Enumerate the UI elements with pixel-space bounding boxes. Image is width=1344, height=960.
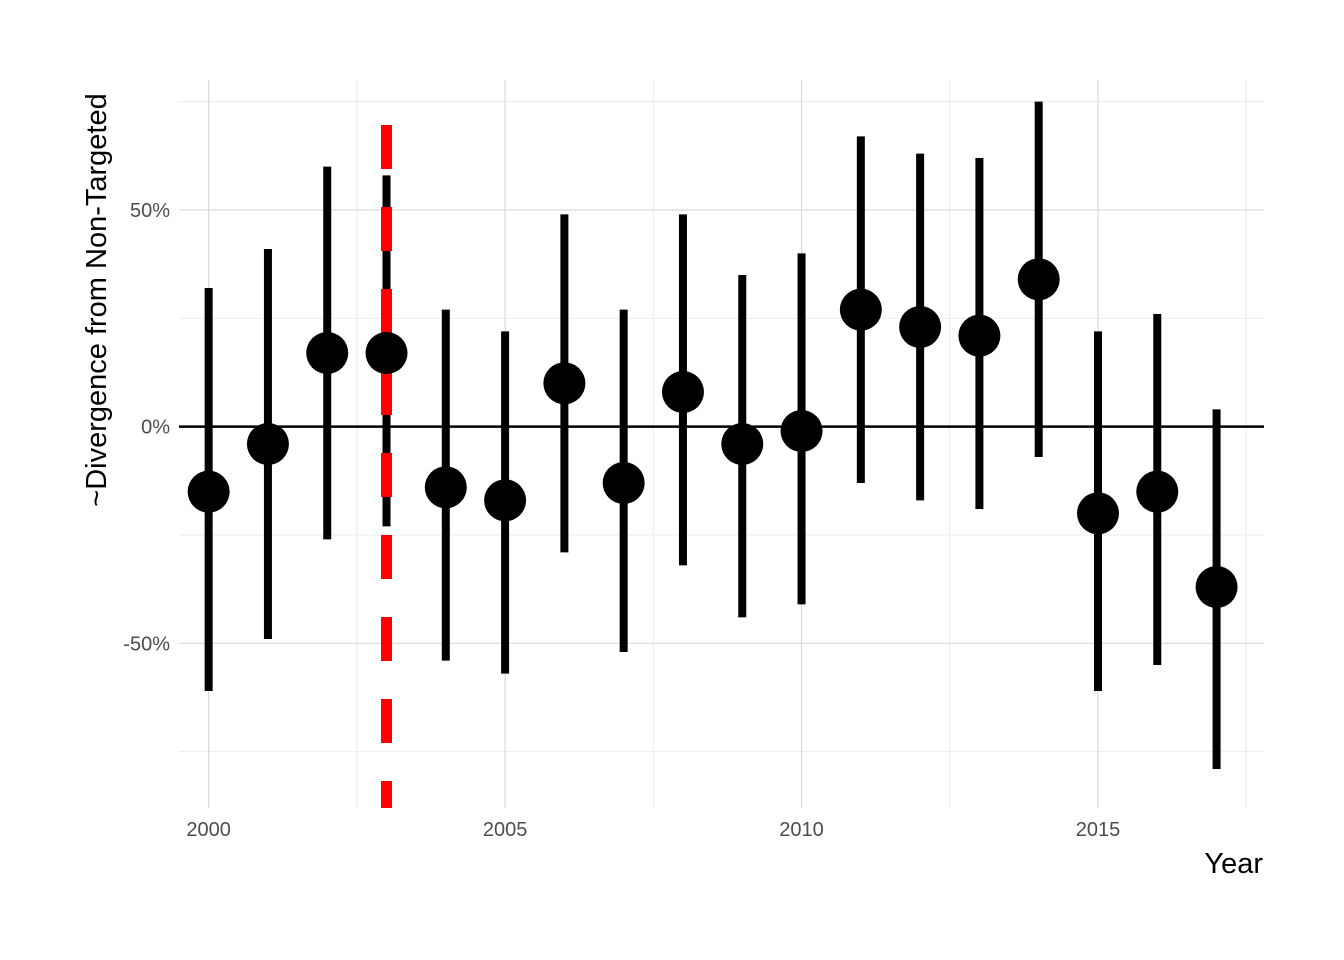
- tick-labels: 2000 2005 2010 2015 -50% 0% 50%: [123, 200, 1120, 841]
- data-point: [958, 314, 1001, 357]
- data-point: [721, 423, 764, 465]
- y-axis-title: ~Divergence from Non-Targeted: [81, 93, 113, 506]
- error-bars: [204, 101, 1221, 769]
- x-tick-label: 2015: [1076, 819, 1121, 841]
- data-point: [424, 466, 467, 509]
- data-point: [543, 362, 586, 405]
- x-tick-label: 2000: [186, 819, 231, 841]
- data-point: [1136, 470, 1179, 513]
- data-point: [365, 332, 408, 374]
- x-tick-label: 2005: [483, 819, 528, 841]
- data-point: [187, 470, 230, 513]
- x-axis-title: Year: [1204, 848, 1263, 880]
- data-point: [1076, 492, 1119, 535]
- data-point: [839, 288, 882, 331]
- y-tick-label: 0%: [141, 417, 170, 439]
- points: [187, 258, 1238, 608]
- data-point: [306, 332, 349, 374]
- data-point: [602, 462, 645, 504]
- data-point: [661, 371, 704, 413]
- data-point: [484, 479, 527, 522]
- y-tick-label: 50%: [130, 200, 170, 222]
- data-point: [780, 410, 823, 452]
- data-point: [1017, 258, 1060, 301]
- x-tick-label: 2010: [779, 819, 824, 841]
- data-point: [899, 306, 942, 348]
- data-point: [1195, 566, 1238, 608]
- y-tick-label: -50%: [123, 633, 170, 655]
- data-point: [246, 423, 289, 465]
